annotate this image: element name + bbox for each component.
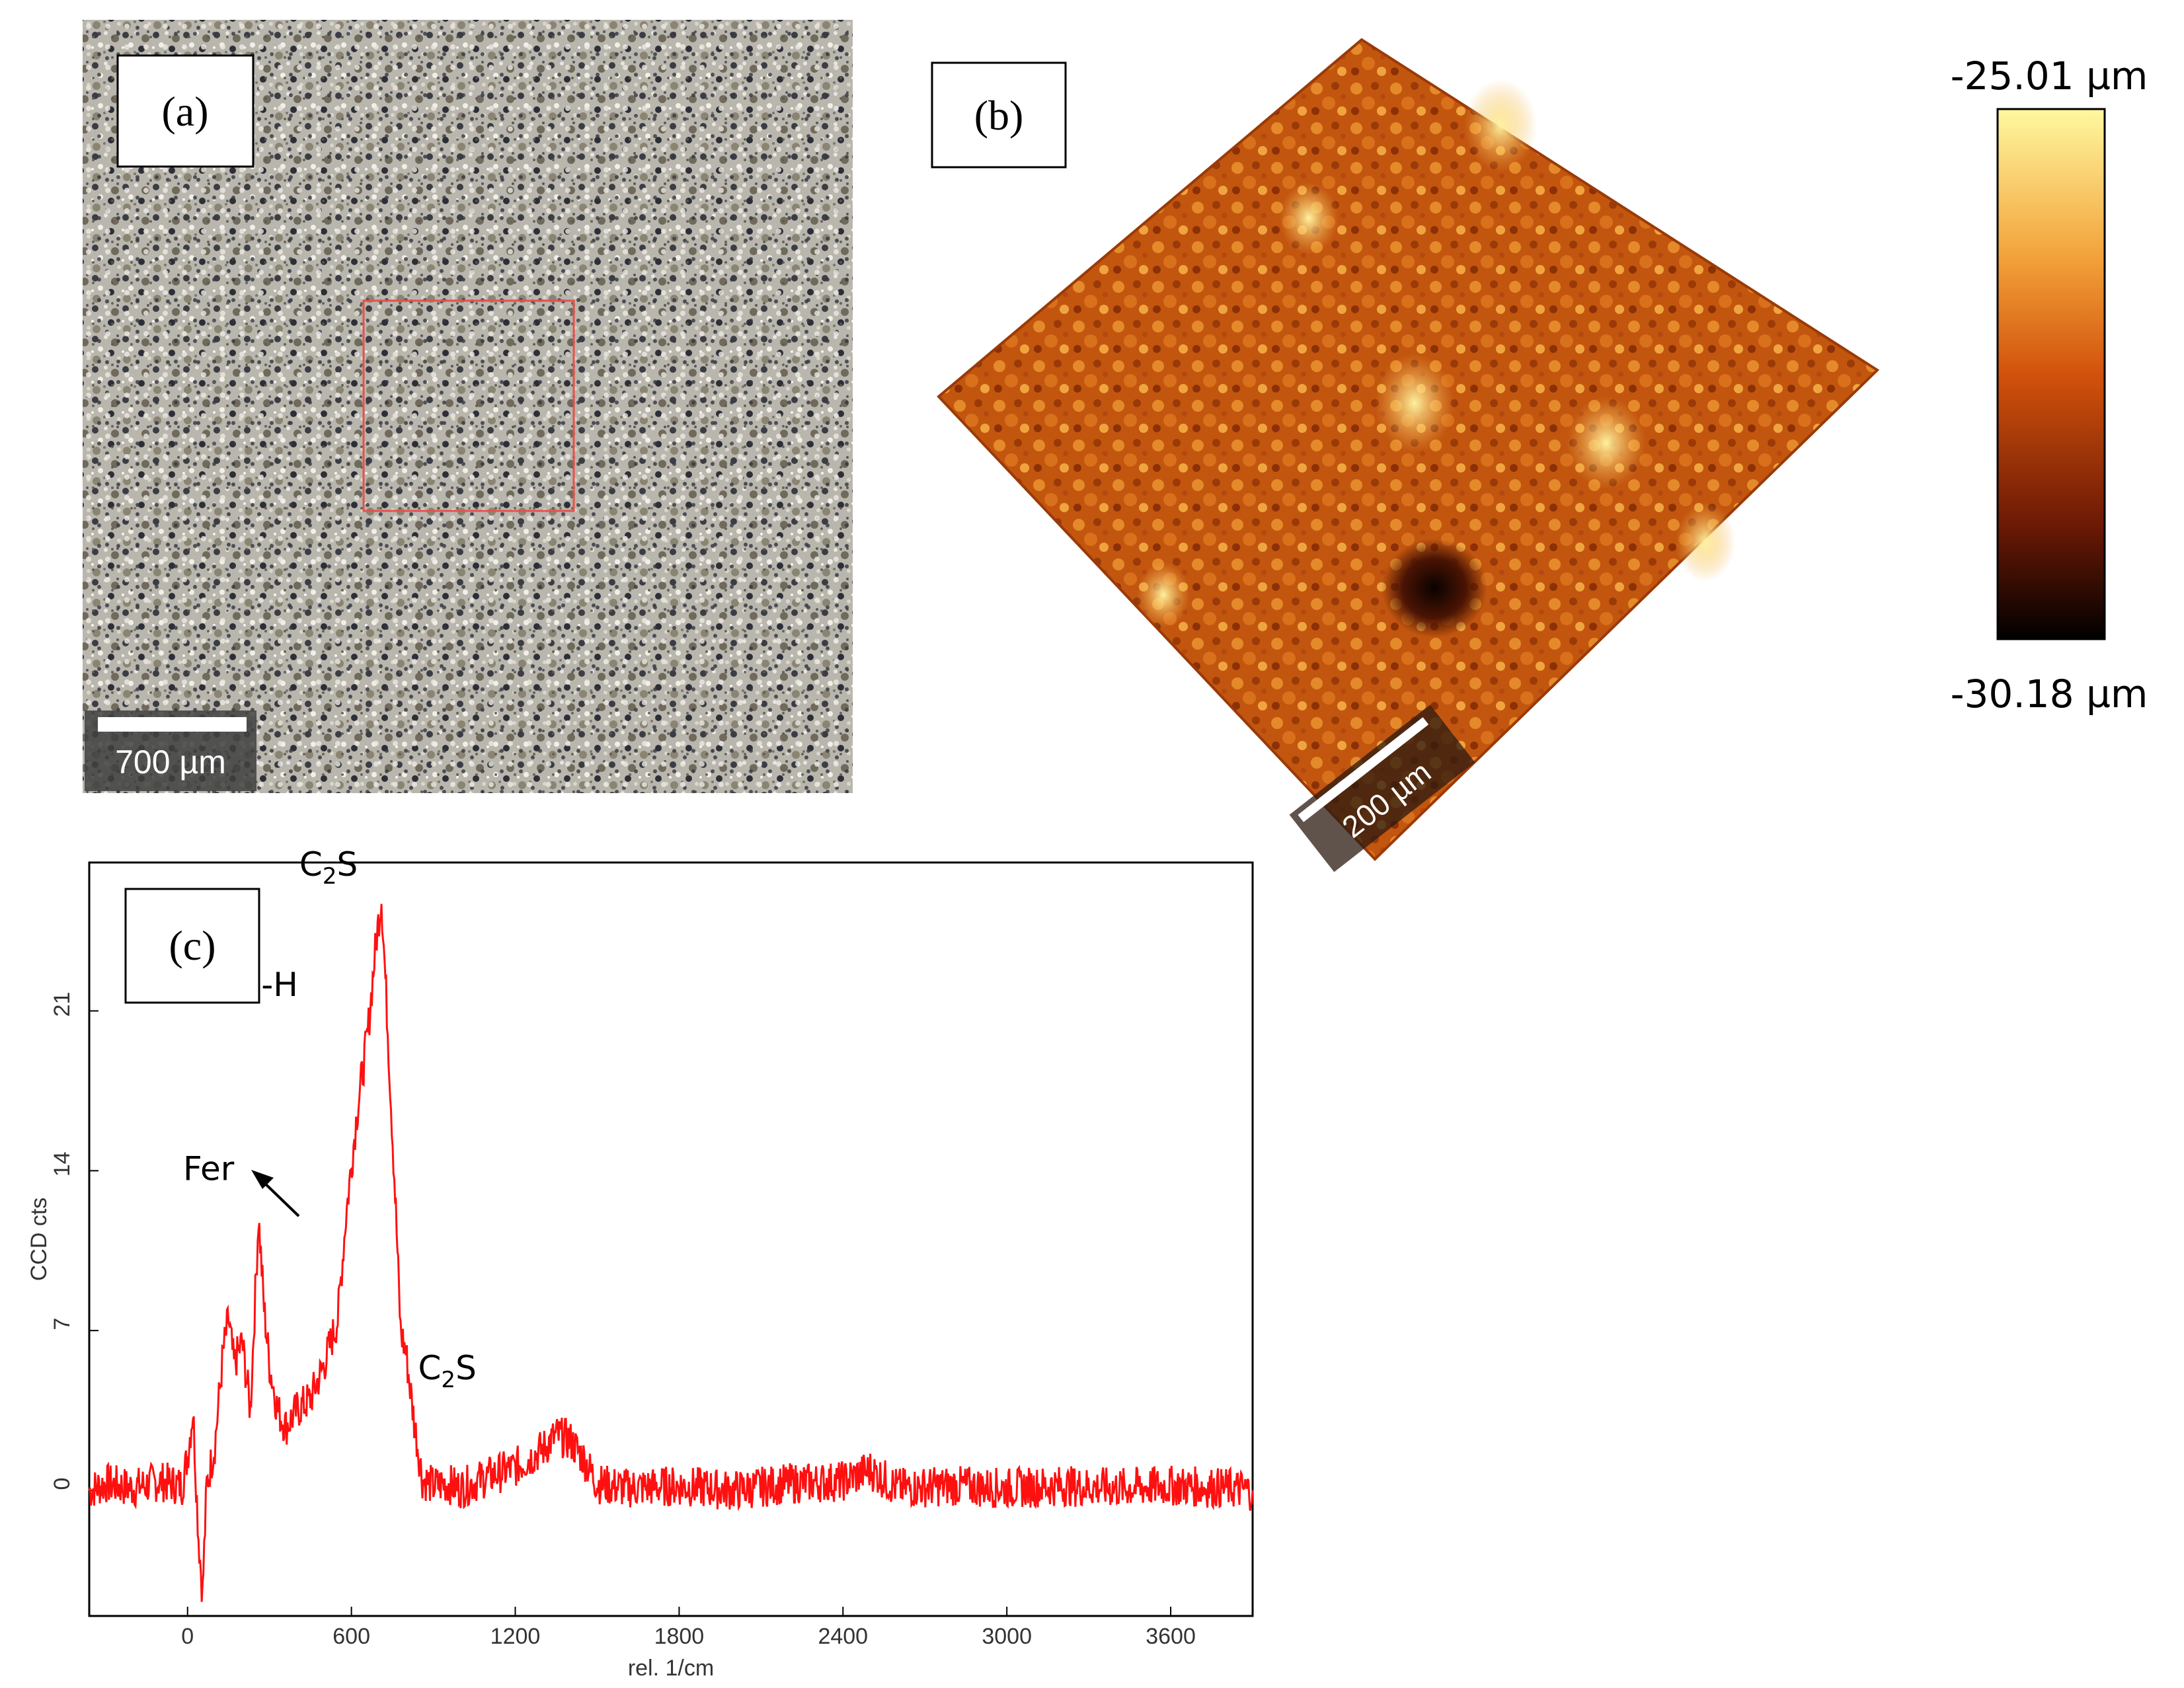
y-tick-label: 14	[50, 1151, 75, 1176]
colorbar-min-label: -30.18 µm	[1951, 671, 2148, 716]
colorbar-max-label: -25.01 µm	[1951, 54, 2148, 98]
x-axis-label: rel. 1/cm	[628, 1656, 714, 1681]
topography-peak	[1676, 502, 1735, 582]
panel-a-label: (a)	[161, 88, 208, 135]
x-tick-label: 0	[181, 1624, 194, 1649]
axis-ticks: 0 600 1200 1800 2400 3000 3600 0 7 14 21	[50, 992, 1196, 1649]
peak-annotation: Fer	[183, 1149, 235, 1188]
panel-b: (b) 200 µm	[931, 38, 1880, 872]
topography-peak	[1279, 182, 1339, 254]
y-tick-label: 21	[50, 992, 75, 1017]
x-tick-label: 1800	[654, 1624, 705, 1649]
y-tick-label: 7	[50, 1318, 75, 1330]
topography-peak	[1567, 397, 1646, 489]
scale-bar-a-label: 700 µm	[115, 744, 226, 781]
x-tick-label: 600	[332, 1624, 370, 1649]
colorbar-gradient	[1996, 108, 2106, 640]
x-tick-label: 3600	[1146, 1624, 1196, 1649]
topography-peak	[1464, 79, 1537, 172]
fer-arrowhead	[251, 1170, 274, 1189]
panel-b-label: (b)	[974, 92, 1024, 139]
panel-b-label-box	[931, 61, 1067, 169]
topography-peak	[1375, 354, 1454, 453]
fer-arrow	[260, 1178, 300, 1217]
spectrum-series	[88, 903, 1254, 1602]
colorbar: -25.01 µm -30.18 µm	[1951, 54, 2148, 716]
peak-annotation: C2S	[418, 1349, 477, 1393]
topography-peak	[1137, 562, 1190, 628]
panel-c-label-box	[124, 888, 260, 1004]
scale-bar-b: 200 µm	[1289, 705, 1475, 872]
region-of-interest-box	[362, 299, 575, 512]
topography-depression	[1382, 539, 1487, 638]
x-tick-label: 3000	[982, 1624, 1032, 1649]
panel-a: (a) 700 µm	[83, 20, 853, 793]
plot-frame	[88, 861, 1254, 1617]
panel-c-label: (c)	[169, 922, 215, 969]
panel-a-label-box	[116, 54, 254, 168]
x-tick-label: 2400	[818, 1624, 868, 1649]
scale-bar-a	[98, 717, 247, 732]
x-tick-label: 1200	[490, 1624, 541, 1649]
peak-annotation: C2S	[299, 845, 358, 890]
y-axis-label: CCD cts	[26, 1198, 52, 1282]
y-tick-label: 0	[50, 1478, 75, 1490]
